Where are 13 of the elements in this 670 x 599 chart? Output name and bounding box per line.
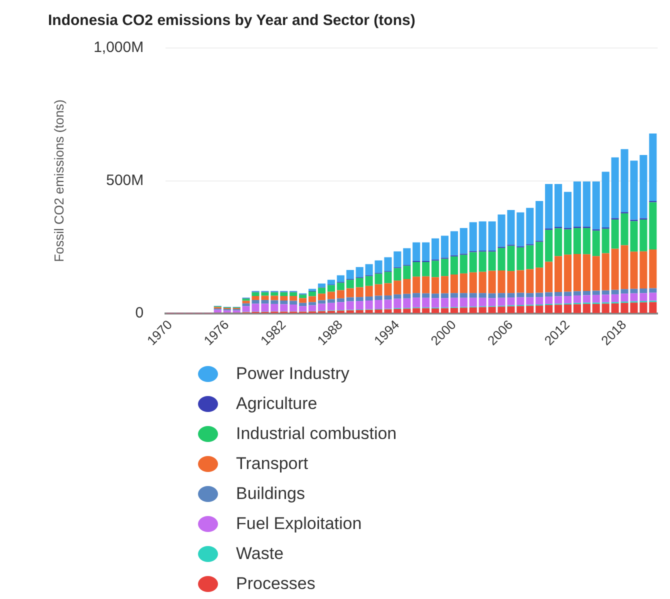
y-tick-label: 1,000M — [94, 39, 144, 56]
legend-label: Industrial combustion — [236, 424, 397, 444]
legend-label: Agriculture — [236, 394, 318, 414]
legend-label: Transport — [236, 454, 308, 474]
chart-title: Indonesia CO2 emissions by Year and Sector (tons) — [48, 12, 416, 30]
y-tick-label: 0 — [135, 304, 144, 322]
legend-label: Power Industry — [236, 364, 350, 384]
legend-label: Waste — [236, 544, 284, 564]
y-axis-title: Fossil CO2 emissions (tons) — [51, 99, 66, 262]
y-tick-label: 500M — [106, 172, 144, 189]
legend-label: Buildings — [236, 484, 305, 504]
legend-label: Processes — [236, 574, 316, 594]
legend-label: Fuel Exploitation — [236, 514, 362, 534]
